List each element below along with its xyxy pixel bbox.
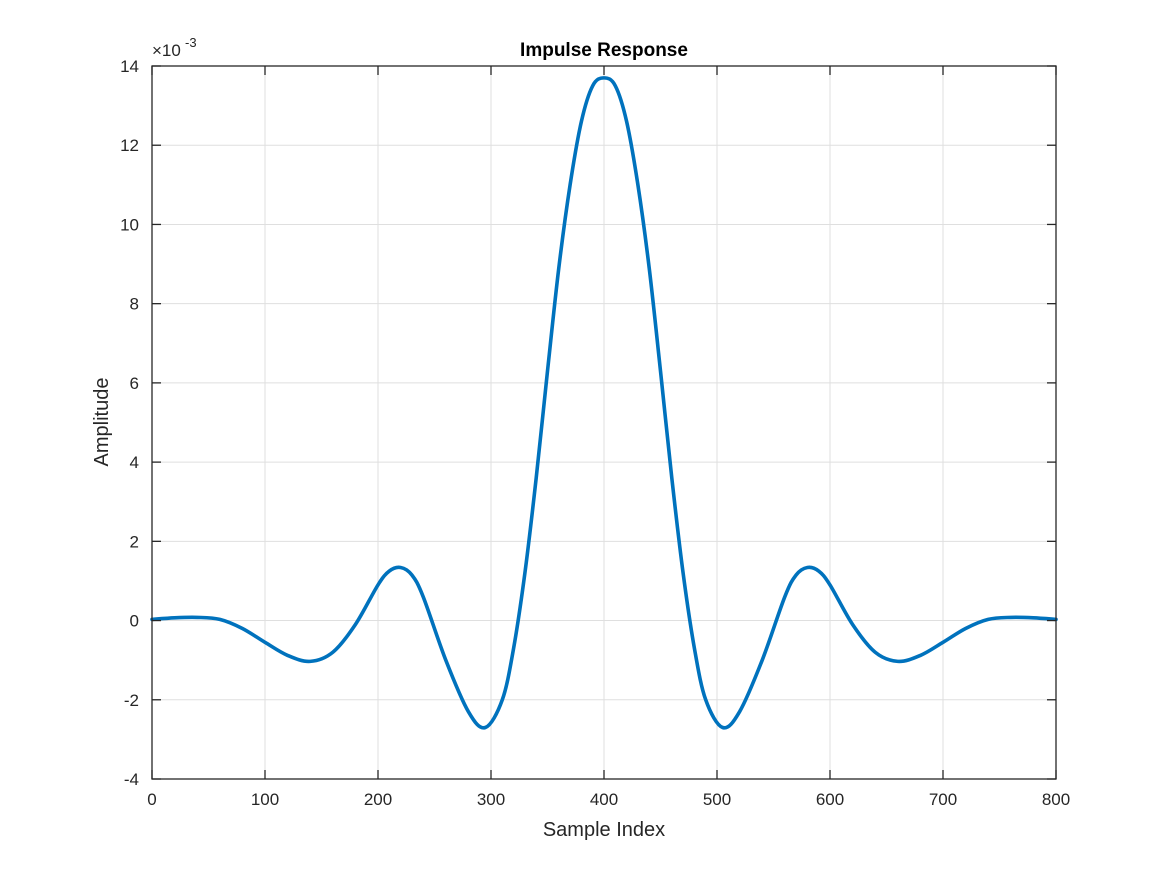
x-axis-label: Sample Index — [543, 819, 665, 841]
y-tick-label: -2 — [124, 691, 139, 710]
x-tick-label: 300 — [477, 790, 505, 809]
y-axis-label: Amplitude — [91, 378, 113, 467]
y-tick-label: 4 — [130, 453, 139, 472]
y-tick-label: 6 — [130, 374, 139, 393]
y-tick-label: 10 — [120, 215, 139, 234]
x-tick-label: 600 — [816, 790, 844, 809]
impulse-response-line — [150, 76, 1058, 730]
chart-title: Impulse Response — [520, 40, 688, 61]
y-exponent-base: ×10 — [152, 41, 181, 60]
x-tick-label: 200 — [364, 790, 392, 809]
y-tick-label: 8 — [130, 295, 139, 314]
grid-lines — [152, 66, 1056, 779]
y-tick-label: 14 — [120, 57, 139, 76]
y-exponent-power: -3 — [185, 35, 197, 50]
y-tick-labels: -4 -2 0 2 4 6 8 10 12 14 — [120, 57, 139, 789]
x-tick-label: 800 — [1042, 790, 1070, 809]
x-tick-label: 100 — [251, 790, 279, 809]
x-tick-label: 500 — [703, 790, 731, 809]
y-tick-label: 0 — [130, 612, 139, 631]
x-tick-label: 700 — [929, 790, 957, 809]
x-tick-label: 0 — [147, 790, 156, 809]
y-exponent-label: ×10 -3 — [152, 35, 197, 60]
y-tick-label: 2 — [130, 532, 139, 551]
tick-marks — [151, 65, 1057, 780]
x-tick-label: 400 — [590, 790, 618, 809]
y-tick-label: -4 — [124, 770, 139, 789]
x-tick-labels: 0 100 200 300 400 500 600 700 800 — [147, 790, 1070, 809]
plot-area — [150, 65, 1058, 780]
y-tick-label: 12 — [120, 136, 139, 155]
